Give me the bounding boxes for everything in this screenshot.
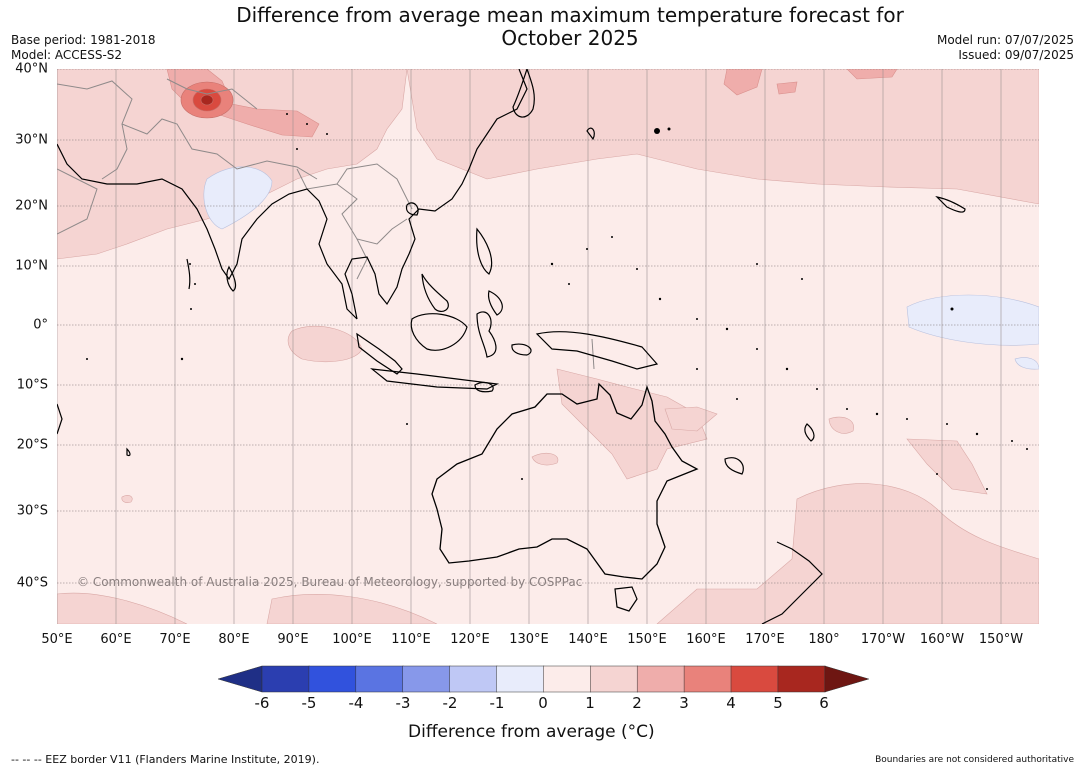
title-line-1: Difference from average mean maximum tem… <box>236 3 904 27</box>
run-info: Model run: 07/07/2025 Issued: 09/07/2025 <box>937 33 1074 63</box>
anomaly-band-minus1 <box>203 166 1039 370</box>
colorbar-tick: 4 <box>726 694 736 712</box>
lat-label: 30°N <box>15 132 48 148</box>
colorbar-cell <box>543 665 592 693</box>
colorbar-tick: -6 <box>254 694 270 712</box>
colorbar-extend-low <box>217 665 263 693</box>
lon-label: 100°E <box>332 632 372 647</box>
lon-label: 60°E <box>100 632 132 647</box>
colorbar-tick: -4 <box>348 694 364 712</box>
lon-label: 150°W <box>978 632 1024 647</box>
lon-label: 180° <box>808 632 840 647</box>
colorbar-tick: -2 <box>442 694 458 712</box>
colorbar-tick: 3 <box>679 694 689 712</box>
copyright-notice: © Commonwealth of Australia 2025, Bureau… <box>77 575 583 589</box>
country-borders <box>57 78 595 370</box>
meridian-lines <box>57 69 1002 624</box>
colorbar-cell <box>636 665 685 693</box>
eez-note: -- -- -- EEZ border V11 (Flanders Marine… <box>11 753 320 766</box>
lon-label: 170°W <box>860 632 906 647</box>
model-name: Model: ACCESS-S2 <box>11 48 123 62</box>
lon-label: 140°E <box>568 632 608 647</box>
colorbar-cell <box>261 665 310 693</box>
lat-label: 10°S <box>16 377 48 393</box>
lat-label: 40°S <box>16 575 48 591</box>
boundaries-note: Boundaries are not considered authoritat… <box>875 755 1074 765</box>
tasmania-outline <box>614 586 638 612</box>
lat-label: 20°S <box>16 437 48 453</box>
issued-date: Issued: 09/07/2025 <box>958 48 1074 62</box>
colorbar-cell <box>730 665 779 693</box>
australia-outline <box>431 382 699 580</box>
anomaly-hotspot <box>180 81 234 119</box>
colorbar-cell <box>355 665 404 693</box>
map-canvas <box>57 69 1039 624</box>
map-title: Difference from average mean maximum tem… <box>0 4 1085 50</box>
lat-label: 10°N <box>15 258 48 274</box>
lon-label: 70°E <box>159 632 191 647</box>
colorbar-cell <box>496 665 545 693</box>
colorbar-tick: 0 <box>538 694 548 712</box>
colorbar-cell <box>402 665 451 693</box>
colorbar-cell <box>449 665 498 693</box>
lon-label: 110°E <box>391 632 431 647</box>
coastlines <box>57 69 966 624</box>
model-info: Base period: 1981-2018 Model: ACCESS-S2 <box>11 33 156 63</box>
lon-label: 50°E <box>41 632 73 647</box>
colorbar <box>217 665 870 693</box>
colorbar-tick: 6 <box>819 694 829 712</box>
lat-label: 20°N <box>15 198 48 214</box>
forecast-map[interactable] <box>57 69 1039 624</box>
lat-label: 0° <box>33 317 48 333</box>
colorbar-cells <box>217 665 870 693</box>
lon-label: 130°E <box>509 632 549 647</box>
colorbar-cell <box>777 665 826 693</box>
lon-label: 90°E <box>277 632 309 647</box>
title-line-2: October 2025 <box>501 26 639 50</box>
colorbar-extend-high <box>824 665 870 693</box>
colorbar-tick: -1 <box>489 694 505 712</box>
colorbar-cell <box>308 665 357 693</box>
colorbar-tick: 2 <box>632 694 642 712</box>
base-period: Base period: 1981-2018 <box>11 33 156 47</box>
colorbar-tick: 1 <box>585 694 595 712</box>
lon-label: 120°E <box>450 632 490 647</box>
lon-label: 170°E <box>745 632 785 647</box>
lat-label: 30°S <box>16 503 48 519</box>
colorbar-cell <box>590 665 638 693</box>
lat-label: 40°N <box>15 61 48 77</box>
lon-label: 80°E <box>218 632 250 647</box>
colorbar-tick: -3 <box>395 694 411 712</box>
colorbar-tick: 5 <box>773 694 783 712</box>
colorbar-tick: -5 <box>301 694 317 712</box>
model-run-date: Model run: 07/07/2025 <box>936 33 1074 47</box>
lon-label: 160°E <box>686 632 726 647</box>
lon-label: 150°E <box>627 632 667 647</box>
pacific-islands <box>86 113 1028 490</box>
lon-label: 160°W <box>919 632 965 647</box>
colorbar-label: Difference from average (°C) <box>408 722 655 742</box>
anomaly-band-plus1 <box>57 69 1039 624</box>
colorbar-cell <box>683 665 732 693</box>
